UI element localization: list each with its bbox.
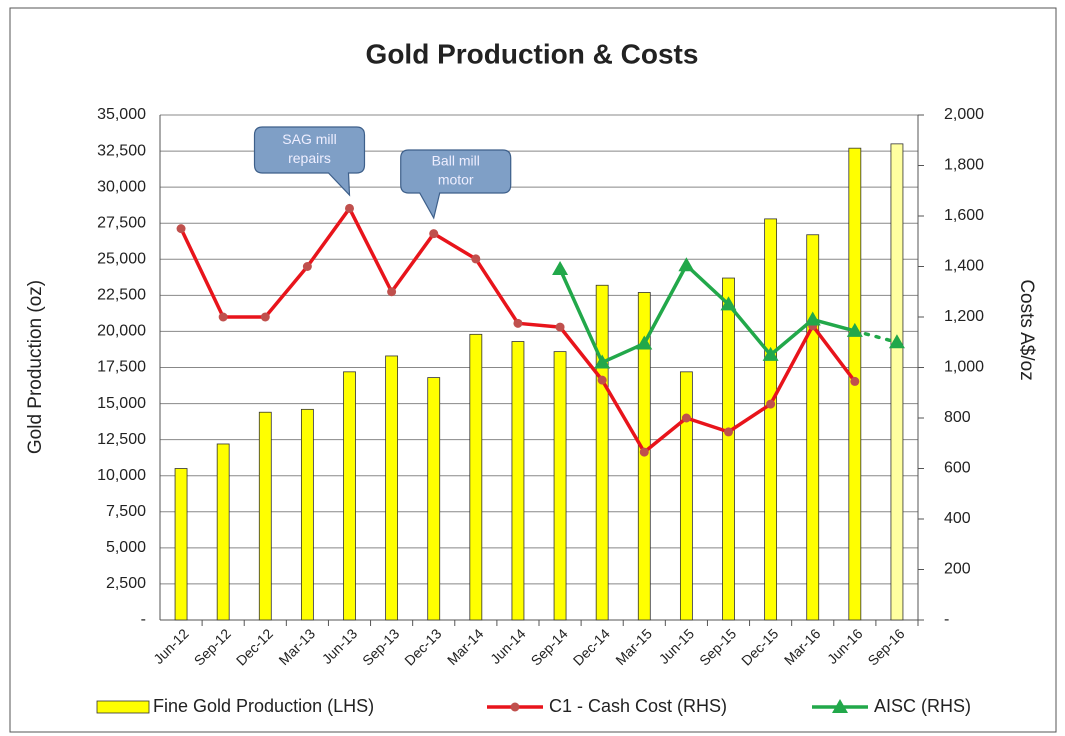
bar xyxy=(343,371,356,621)
y-tick-label: 30,000 xyxy=(97,178,146,195)
point xyxy=(678,257,695,272)
y-tick-label: 5,000 xyxy=(106,539,146,556)
bar xyxy=(764,218,778,621)
y-tick-label: 22,500 xyxy=(97,287,146,304)
bar xyxy=(174,468,188,621)
y2-tick-label: 1,200 xyxy=(944,308,984,325)
point xyxy=(471,254,481,264)
y-tick-label: 25,000 xyxy=(97,251,146,268)
point xyxy=(766,399,776,409)
point xyxy=(636,335,653,350)
bar xyxy=(385,355,399,621)
point xyxy=(552,261,569,276)
point xyxy=(387,287,397,297)
bar xyxy=(806,234,820,621)
point xyxy=(850,376,860,386)
callout-text: Ball mill xyxy=(432,153,480,169)
bar xyxy=(722,277,735,621)
point xyxy=(681,413,691,423)
point xyxy=(804,311,821,326)
callout xyxy=(400,149,512,220)
y2-tick-label: 1,000 xyxy=(944,359,984,376)
y-tick-label: 20,000 xyxy=(97,323,146,340)
bar xyxy=(258,411,272,621)
callout xyxy=(253,126,366,197)
legend-marker xyxy=(510,702,520,712)
y2-tick-label: 1,400 xyxy=(944,258,984,275)
point xyxy=(724,427,733,437)
point xyxy=(302,262,312,271)
bar xyxy=(427,377,441,621)
point xyxy=(513,318,523,328)
y-tick-label: 15,000 xyxy=(97,395,146,412)
y2-tick-label: 2,000 xyxy=(944,106,984,123)
y2-tick-label: 600 xyxy=(944,460,971,477)
point xyxy=(345,203,354,213)
y2-tick-label: 800 xyxy=(944,409,971,426)
chart-title: Gold Production & Costs xyxy=(366,38,699,69)
y-tick-label: 27,500 xyxy=(97,214,146,231)
point xyxy=(720,296,737,311)
callout-text: SAG mill xyxy=(282,131,336,147)
point xyxy=(176,224,186,234)
line-projection xyxy=(853,329,899,344)
point xyxy=(260,312,270,322)
bar xyxy=(679,371,693,621)
bar xyxy=(553,351,567,621)
y-axis-label: Gold Production (oz) xyxy=(25,280,46,454)
legend-label: AISC (RHS) xyxy=(874,696,971,716)
point xyxy=(218,312,228,322)
bar xyxy=(511,341,525,621)
y-tick-label: 35,000 xyxy=(97,106,146,123)
point xyxy=(429,229,439,239)
legend-label: C1 - Cash Cost (RHS) xyxy=(549,696,727,716)
point xyxy=(594,354,611,369)
point xyxy=(762,346,779,361)
point xyxy=(597,375,607,385)
point xyxy=(888,334,905,349)
y-tick-label: 17,500 xyxy=(97,359,146,376)
y2-axis-label: Costs A$/oz xyxy=(1016,279,1037,380)
bar xyxy=(890,143,904,621)
y-tick-label: 2,500 xyxy=(106,575,146,592)
legend-label: Fine Gold Production (LHS) xyxy=(153,696,374,716)
point xyxy=(639,447,649,457)
legend-marker xyxy=(832,699,848,713)
bar xyxy=(216,443,230,621)
y-tick-label: 7,500 xyxy=(106,503,146,520)
legend-swatch xyxy=(96,700,150,714)
callout-text: repairs xyxy=(288,150,331,166)
y-tick-label: 32,500 xyxy=(97,142,146,159)
y2-tick-label: 1,800 xyxy=(944,157,984,174)
y-tick-label: 10,000 xyxy=(97,467,146,484)
bar xyxy=(469,333,483,621)
y2-tick-label: 1,600 xyxy=(944,207,984,224)
y2-tick-label: 400 xyxy=(944,510,971,527)
callout-text: motor xyxy=(438,172,474,188)
point xyxy=(846,322,863,337)
bar xyxy=(595,284,609,621)
y2-tick-label: - xyxy=(944,611,949,628)
bar xyxy=(300,408,314,621)
y-tick-label: 12,500 xyxy=(97,431,146,448)
point xyxy=(555,322,565,332)
y-tick-label: - xyxy=(141,611,146,628)
y2-tick-label: 200 xyxy=(944,561,971,578)
